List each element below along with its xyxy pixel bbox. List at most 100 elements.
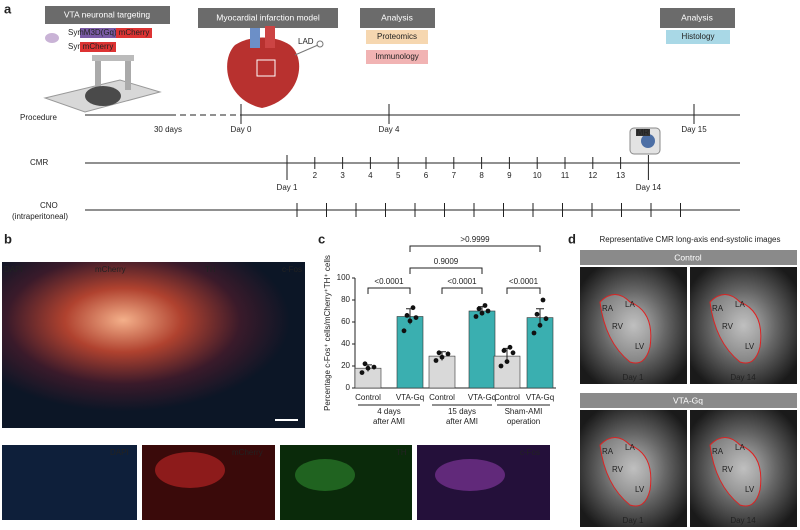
header-box	[660, 8, 735, 28]
p-value: <0.0001	[447, 277, 477, 286]
data-point	[473, 314, 479, 319]
group-label: operation	[507, 417, 540, 426]
data-point	[543, 316, 549, 322]
day-number: 3	[340, 171, 345, 180]
bar	[396, 316, 424, 389]
channel-label: TH	[205, 265, 216, 274]
construct-box	[80, 42, 116, 52]
data-point	[540, 297, 546, 303]
y-tick-label: 100	[337, 273, 351, 282]
analysis-item: Immunology	[375, 52, 419, 61]
panel-label: d	[568, 231, 576, 246]
signal	[155, 452, 225, 488]
chamber-label: LA	[625, 443, 635, 452]
day-number: 11	[561, 171, 570, 180]
day-number: 9	[507, 171, 512, 180]
day-label: Day 14	[730, 516, 756, 525]
stereotax-arm	[95, 55, 101, 90]
day-label: Day 1	[623, 373, 644, 382]
construct-label: mCherry	[119, 28, 150, 37]
construct-box	[116, 28, 152, 38]
heart-icon	[227, 37, 300, 108]
mri-image	[690, 410, 797, 527]
micrograph	[2, 445, 137, 520]
data-point	[485, 308, 491, 314]
y-tick-label: 0	[346, 383, 351, 392]
y-axis-label: Percentage c-Fos⁺ cells/mCherry⁺TH⁺ cell…	[323, 255, 332, 411]
mri-label: MR	[637, 128, 650, 137]
data-point	[504, 359, 510, 364]
scissors	[294, 44, 319, 56]
significance-bracket	[409, 245, 541, 252]
stereotax-arm	[92, 55, 134, 61]
chamber-contour	[709, 437, 762, 507]
data-point	[534, 311, 540, 317]
x-tick-label: Control	[494, 393, 520, 402]
day-label: Day 0	[231, 125, 252, 134]
construct-label: Syn	[68, 42, 82, 51]
data-point	[404, 313, 410, 318]
bar	[428, 355, 456, 389]
construct-label: hM3D(Gq)	[79, 28, 117, 37]
construct-label: Syn	[68, 28, 82, 37]
data-point	[433, 358, 439, 363]
signal	[435, 459, 505, 491]
row-label: CNO	[40, 201, 58, 210]
channel-label: c-Fos	[520, 448, 540, 457]
mri-image	[690, 267, 797, 384]
data-point	[479, 310, 485, 316]
day-number: 2	[313, 171, 318, 180]
day-number: 4	[368, 171, 373, 180]
panel-c: c Percentage c-Fos⁺ cells/mCherry⁺TH⁺ ce…	[318, 231, 556, 426]
x-tick-label: VTA-Gq	[468, 393, 496, 402]
micrograph	[2, 262, 305, 428]
panel-title: Representative CMR long-axis end-systoli…	[600, 235, 781, 244]
day-number: 8	[479, 171, 484, 180]
heart-label: LAD	[298, 37, 314, 46]
data-point	[510, 350, 516, 356]
row-sublabel: (intraperitoneal)	[12, 212, 68, 221]
chamber-label: RV	[722, 322, 734, 331]
analysis-box	[666, 30, 730, 44]
header-box	[360, 8, 435, 28]
data-point	[498, 363, 504, 369]
row-label: CMR	[30, 158, 48, 167]
significance-bracket	[441, 287, 483, 294]
chamber-label: RV	[612, 322, 624, 331]
data-point	[537, 322, 543, 328]
chamber-label: RA	[602, 447, 614, 456]
significance-bracket	[367, 287, 411, 294]
panel-label: b	[4, 231, 12, 246]
chamber-label: LA	[625, 300, 635, 309]
construct-label: mCherry	[83, 42, 114, 51]
virus-icon	[45, 33, 59, 43]
chamber-label: LV	[745, 342, 755, 351]
data-point	[436, 350, 442, 356]
chamber-contour	[599, 294, 652, 364]
chamber-label: RA	[712, 447, 724, 456]
header-box	[198, 8, 338, 28]
gap-label: 30 days	[154, 125, 182, 134]
p-value: 0.9009	[434, 257, 459, 266]
data-point	[531, 330, 537, 336]
day-number: 10	[533, 171, 542, 180]
panel-d: d Representative CMR long-axis end-systo…	[568, 231, 797, 527]
channel-label: DAPI	[4, 265, 23, 274]
header-box	[580, 250, 797, 265]
x-tick-label: Control	[429, 393, 455, 402]
day-label: Day 14	[730, 373, 756, 382]
analysis-box	[366, 50, 428, 64]
channel-label: DAPI	[110, 448, 129, 457]
chamber-contour	[709, 294, 762, 364]
data-point	[507, 344, 513, 350]
analysis-item: Histology	[682, 32, 715, 41]
channel-label: TH	[396, 448, 407, 457]
data-point	[407, 318, 413, 324]
y-tick-label: 60	[341, 317, 350, 326]
day-label: Day 14	[636, 183, 662, 192]
data-point	[476, 306, 482, 312]
y-tick-label: 20	[341, 361, 350, 370]
day-label: Day 15	[681, 125, 707, 134]
data-point	[410, 305, 416, 311]
